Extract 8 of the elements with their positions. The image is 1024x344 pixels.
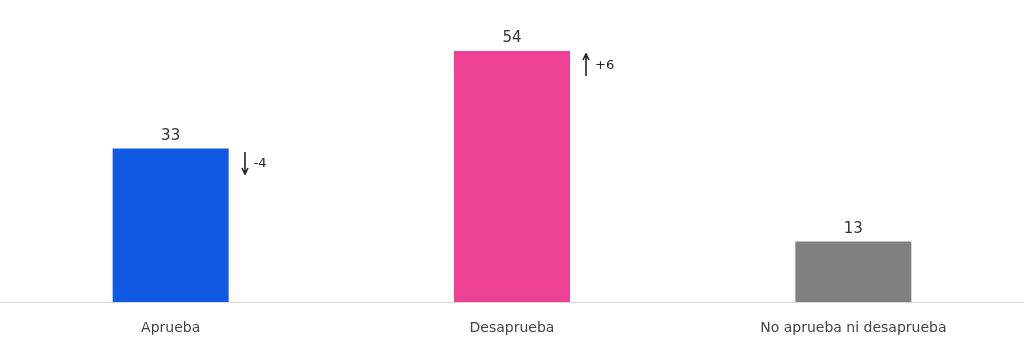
x-tick-label: Aprueba xyxy=(141,319,201,335)
annotation: -4 xyxy=(253,155,267,171)
data-label: 33 xyxy=(161,126,181,145)
annotation: +6 xyxy=(595,57,615,73)
x-tick-label: No aprueba ni desaprueba xyxy=(760,319,947,335)
data-label: 54 xyxy=(502,28,522,47)
data-label: 13 xyxy=(843,219,863,238)
x-tick-label: Desaprueba xyxy=(469,319,555,335)
